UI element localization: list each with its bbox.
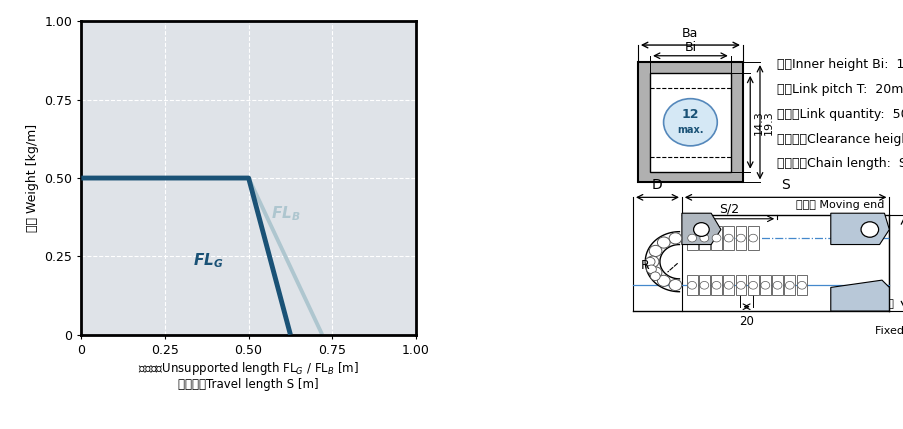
Bar — [735, 227, 746, 250]
Text: 节距Link pitch T:  20mm: 节距Link pitch T: 20mm — [777, 83, 903, 96]
Text: Fixed end: Fixed end — [874, 326, 903, 336]
Circle shape — [663, 99, 716, 146]
Circle shape — [656, 275, 669, 287]
Circle shape — [796, 281, 805, 289]
Text: 19.3: 19.3 — [763, 110, 773, 135]
Bar — [686, 275, 697, 295]
Polygon shape — [681, 213, 721, 245]
Bar — [698, 275, 709, 295]
Text: R: R — [639, 260, 648, 272]
Text: D: D — [651, 178, 662, 192]
Circle shape — [712, 234, 721, 242]
Text: max.: max. — [676, 125, 703, 135]
Y-axis label: 负载 Weight [kg/m]: 负载 Weight [kg/m] — [26, 124, 39, 232]
Bar — [747, 227, 758, 250]
Circle shape — [736, 234, 745, 242]
Circle shape — [736, 281, 745, 289]
Text: 14.3: 14.3 — [753, 110, 763, 135]
Circle shape — [693, 223, 709, 236]
Circle shape — [785, 281, 794, 289]
Text: S: S — [780, 178, 789, 192]
Text: 链节数Link quantity:  50pcs/m: 链节数Link quantity: 50pcs/m — [777, 108, 903, 121]
Bar — [796, 275, 806, 295]
Polygon shape — [830, 280, 889, 311]
Circle shape — [656, 237, 669, 248]
Circle shape — [712, 281, 721, 289]
Circle shape — [645, 257, 655, 266]
Circle shape — [646, 265, 656, 274]
Circle shape — [687, 234, 696, 242]
Circle shape — [748, 234, 757, 242]
Circle shape — [699, 281, 708, 289]
Text: $\bfit{FL}_{\bfit{G}}$: $\bfit{FL}_{\bfit{G}}$ — [193, 252, 224, 270]
Bar — [735, 275, 746, 295]
Bar — [686, 227, 697, 250]
Text: 内高Inner height Bi:  14.3mm: 内高Inner height Bi: 14.3mm — [777, 58, 903, 71]
Bar — [722, 275, 733, 295]
Circle shape — [646, 256, 658, 267]
Circle shape — [748, 281, 757, 289]
Circle shape — [772, 281, 781, 289]
Circle shape — [668, 279, 681, 290]
Text: 拖链长度Chain length:  S/2+K: 拖链长度Chain length: S/2+K — [777, 157, 903, 170]
Circle shape — [860, 222, 878, 237]
Text: $\bfit{FL}_{\bfit{B}}$: $\bfit{FL}_{\bfit{B}}$ — [270, 205, 300, 224]
Text: Bi: Bi — [684, 41, 695, 54]
Bar — [711, 227, 721, 250]
Text: 移动端 Moving end: 移动端 Moving end — [796, 200, 883, 210]
Bar — [711, 275, 721, 295]
Circle shape — [723, 281, 732, 289]
Circle shape — [723, 234, 732, 242]
Text: 安装高度Clearance height H: 安装高度Clearance height H — [777, 133, 903, 145]
Text: 固定端: 固定端 — [874, 299, 894, 309]
Circle shape — [648, 245, 661, 257]
Bar — [649, 73, 730, 172]
Bar — [698, 227, 709, 250]
Bar — [638, 62, 742, 182]
Text: 12: 12 — [681, 108, 698, 121]
Circle shape — [687, 281, 696, 289]
Circle shape — [699, 234, 708, 242]
Polygon shape — [830, 213, 889, 245]
Text: 行程长度Travel length S [m]: 行程长度Travel length S [m] — [178, 378, 319, 390]
Text: Ba: Ba — [682, 27, 698, 40]
Circle shape — [760, 281, 769, 289]
Bar — [759, 275, 770, 295]
Bar — [722, 227, 733, 250]
Text: S/2: S/2 — [719, 202, 739, 215]
Bar — [747, 275, 758, 295]
Bar — [784, 275, 795, 295]
Circle shape — [648, 267, 661, 278]
Circle shape — [649, 272, 659, 281]
Circle shape — [668, 233, 681, 244]
Text: 架空长度Unsupported length FL$_G$ / FL$_B$ [m]: 架空长度Unsupported length FL$_G$ / FL$_B$ [… — [138, 360, 358, 378]
Bar — [771, 275, 782, 295]
Text: 20: 20 — [739, 315, 753, 328]
